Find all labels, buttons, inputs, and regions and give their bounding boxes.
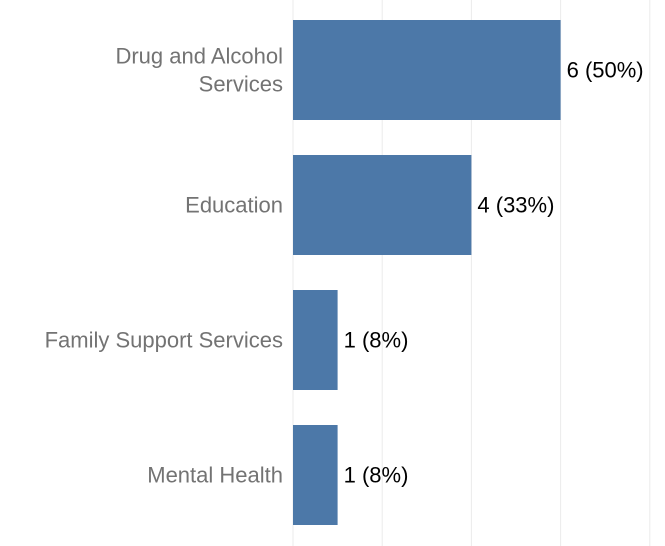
category-label: Mental Health (147, 463, 283, 488)
bar (293, 290, 338, 390)
category-label: Family Support Services (45, 328, 283, 353)
bar (293, 425, 338, 525)
data-label: 6 (50%) (567, 58, 644, 83)
data-label: 1 (8%) (344, 463, 409, 488)
category-labels: Drug and Alcohol Services Education Family … (45, 44, 283, 488)
data-label: 1 (8%) (344, 328, 409, 353)
category-label: Drug and Alcohol Services (115, 44, 283, 97)
bars (293, 20, 561, 525)
bar (293, 20, 561, 120)
data-label: 4 (33%) (477, 193, 554, 218)
bar (293, 155, 472, 255)
category-label: Education (185, 193, 283, 218)
data-labels: 6 (50%) 4 (33%) 1 (8%) 1 (8%) (344, 58, 644, 488)
